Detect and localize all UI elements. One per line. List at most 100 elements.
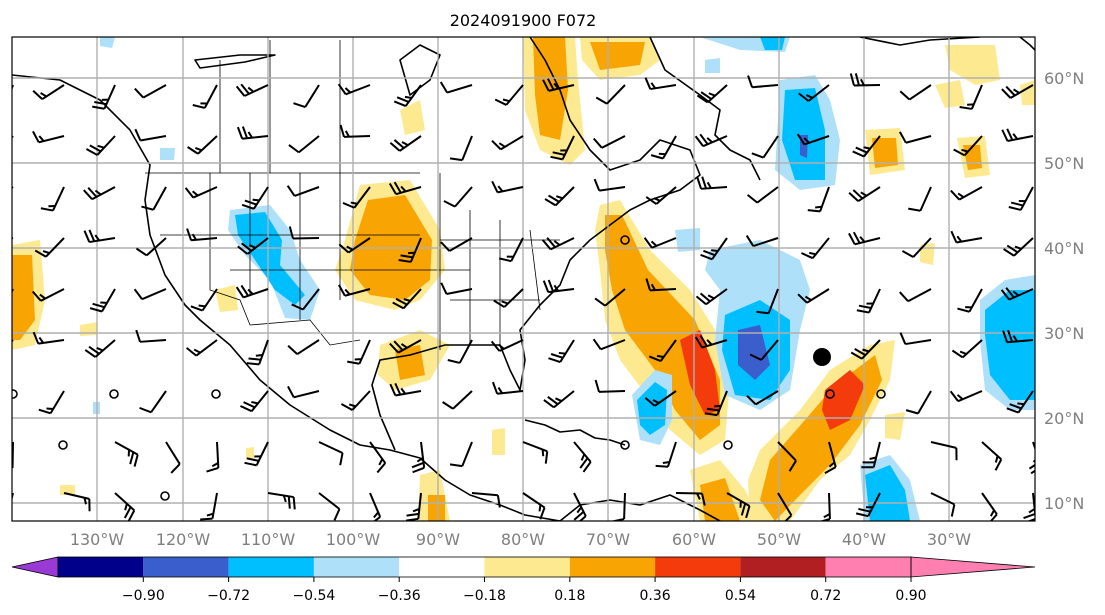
- wind-barb: [186, 228, 218, 242]
- wind-barb: [12, 135, 14, 157]
- wind-barb: [235, 284, 269, 299]
- calm-wind-circles: [12, 235, 886, 501]
- wind-barb: [522, 492, 546, 520]
- wind-barb: [84, 339, 116, 358]
- wind-barb: [244, 441, 269, 467]
- wind-barb: [85, 135, 116, 156]
- wind-barb: [645, 278, 677, 292]
- wind-barb: [12, 186, 14, 202]
- wind-barb: [12, 84, 14, 110]
- wind-barb: [12, 441, 14, 472]
- lat-label: 20°N: [1044, 409, 1084, 428]
- wind-barb: [411, 441, 426, 474]
- wind-barb: [342, 186, 371, 209]
- lon-label: 50°W: [757, 530, 801, 549]
- wind-barb: [287, 385, 320, 399]
- wind-barb: [165, 441, 181, 474]
- wind-barb: [950, 230, 983, 244]
- wind-barb: [114, 441, 139, 467]
- wind-barb: [746, 186, 779, 204]
- map-title: 2024091900 F072: [450, 11, 597, 30]
- wind-barb: [32, 130, 65, 144]
- wind-barb: [848, 231, 881, 246]
- wind-barb: [287, 339, 320, 355]
- wind-barb: [134, 84, 167, 99]
- wind-barb: [777, 441, 797, 472]
- wind-barb: [746, 390, 779, 406]
- wind-barb: [548, 339, 575, 364]
- wind-barb: [83, 186, 116, 201]
- wind-barb: [981, 492, 998, 521]
- wind-barb: [849, 73, 881, 87]
- wind-barb: [491, 135, 524, 151]
- wind-barb: [92, 84, 116, 110]
- wind-barb: [347, 339, 371, 365]
- wind-barb: [286, 185, 320, 197]
- wind-barb: [542, 78, 575, 92]
- wind-barb: [439, 81, 473, 94]
- wind-barb: [953, 135, 983, 157]
- lon-label: 130°W: [70, 530, 125, 549]
- colorbar-segment: [825, 557, 911, 577]
- colorbar-segment: [313, 557, 400, 577]
- wind-barb: [593, 178, 626, 192]
- wind-barb: [133, 288, 167, 301]
- wind-barb: [700, 237, 728, 261]
- wind-barb: [611, 492, 626, 521]
- colorbar-segment: [655, 557, 741, 577]
- colorbar-segment: [228, 557, 314, 577]
- wind-barb: [38, 390, 65, 415]
- colorbar-tick-label: 0.90: [895, 588, 926, 604]
- colorbar-tick-label: −0.72: [207, 588, 250, 604]
- wind-barb: [12, 288, 14, 313]
- wind-barb: [184, 186, 218, 199]
- wind-barb: [644, 77, 677, 91]
- wind-barb: [756, 288, 779, 315]
- wind-barb: [34, 237, 65, 258]
- lon-label: 110°W: [241, 530, 296, 549]
- wind-barb: [1000, 287, 1034, 301]
- wind-barb: [389, 339, 422, 354]
- lon-label: 60°W: [672, 530, 716, 549]
- wind-barb: [392, 288, 422, 310]
- wind-barbs: [12, 73, 1035, 521]
- colorbar-tick-label: 0.36: [640, 588, 671, 604]
- wind-barb: [340, 390, 371, 411]
- wind-barb: [236, 126, 269, 140]
- wind-barb: [643, 237, 677, 249]
- wind-barb: [747, 75, 779, 89]
- wind-barb: [288, 135, 320, 154]
- wind-barb: [206, 441, 220, 473]
- wind-barb: [855, 492, 881, 518]
- colorbar-segment: [58, 557, 144, 577]
- wind-barb: [644, 390, 677, 407]
- wind-barb: [237, 237, 269, 255]
- wind-barb: [447, 339, 473, 364]
- wind-barb: [240, 390, 269, 413]
- wind-barb: [12, 237, 14, 245]
- colorbar-tick-label: −0.90: [122, 588, 165, 604]
- wind-barb: [443, 186, 473, 208]
- wind-barb: [648, 339, 677, 362]
- wind-barb: [824, 441, 837, 474]
- wind-barb: [899, 131, 932, 144]
- wind-barb: [338, 284, 371, 297]
- wind-barb: [190, 288, 218, 312]
- wind-barb: [807, 186, 830, 213]
- wind-barb: [449, 441, 473, 468]
- colorbar-ticks: [142, 577, 912, 582]
- wind-barb: [850, 339, 881, 360]
- wind-barb: [40, 186, 65, 212]
- wind-barb: [63, 492, 91, 512]
- wind-barb: [32, 84, 65, 100]
- wind-barb: [594, 379, 626, 393]
- wind-barb: [1001, 84, 1034, 99]
- wind-barb: [1006, 390, 1034, 414]
- wind-barb: [389, 135, 422, 152]
- wind-barb: [522, 441, 549, 464]
- wind-barb: [493, 288, 524, 308]
- graticule: [12, 37, 1035, 521]
- colorbar-tick-label: 0.54: [725, 588, 756, 604]
- wind-barb: [291, 288, 320, 311]
- lat-label: 40°N: [1044, 239, 1084, 258]
